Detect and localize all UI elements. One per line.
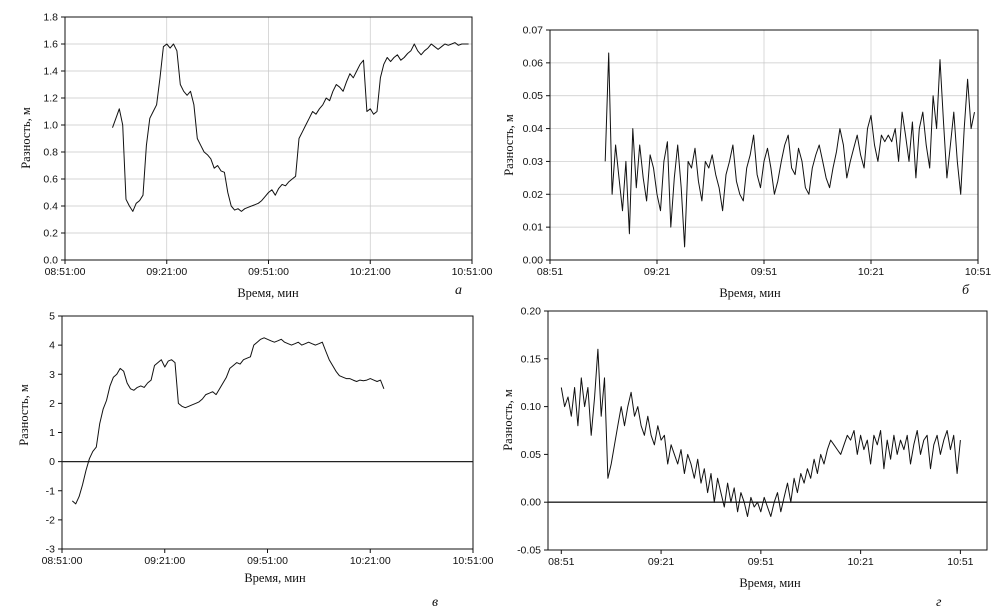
x-axis-label: Время, мин [719, 286, 781, 300]
x-tick-label: 10:51:00 [453, 555, 494, 567]
x-tick-label: 10:51:00 [452, 266, 493, 278]
y-tick-label: -2 [46, 514, 55, 526]
x-tick-label: 08:51:00 [42, 555, 83, 567]
y-tick-label: 0.01 [523, 222, 544, 234]
y-tick-label: 0.05 [523, 90, 544, 102]
data-series-line [71, 337, 385, 505]
x-tick-label: 10:21:00 [350, 555, 391, 567]
x-axis-label: Время, мин [244, 571, 306, 585]
y-tick-label: 1.8 [43, 12, 58, 24]
x-tick-label: 10:51 [947, 556, 973, 568]
y-tick-label: 0.03 [523, 156, 544, 168]
y-tick-label: 0.0 [43, 255, 58, 267]
y-tick-label: 0.10 [521, 401, 542, 413]
chart-panel-d: -0.05 0.00 0.05 0.10 0.15 0.20 08:51 09:21 09:51… [501, 306, 988, 590]
x-tick-label: 09:51 [748, 556, 774, 568]
x-tick-label: 10:51 [965, 266, 991, 278]
x-tick-label: 09:21:00 [146, 266, 187, 278]
y-tick-label: 5 [49, 311, 55, 323]
y-tick-label: 0.04 [523, 123, 544, 135]
chart-panel-a: 0.0 0.2 0.4 0.6 0.8 1.0 1.2 1.4 1.6 1.8 08:51:00 09… [19, 12, 493, 301]
y-tick-label: 1.2 [43, 93, 58, 105]
x-tick-label: 09:21 [648, 556, 674, 568]
y-tick-label: 0.07 [523, 25, 544, 37]
y-axis-label: Разность, м [502, 114, 516, 176]
y-tick-label: 0.00 [521, 497, 542, 509]
x-axis-label: Время, мин [739, 576, 801, 590]
y-tick-label: 1.0 [43, 120, 58, 132]
x-tick-label: 08:51:00 [45, 266, 86, 278]
y-tick-label: 0 [49, 456, 55, 468]
y-axis-label: Разность, м [17, 384, 31, 446]
chart-panel-c: -3 -2 -1 0 1 2 3 4 5 08:51:00 09:21:00 09:51:00 10:2… [17, 311, 494, 586]
x-tick-label: 09:51:00 [247, 555, 288, 567]
x-tick-label: 09:51 [751, 266, 777, 278]
panel-letter-b: б [962, 283, 970, 298]
y-tick-label: -1 [46, 485, 55, 497]
y-tick-label: -3 [46, 544, 55, 556]
y-tick-label: 0.02 [523, 189, 544, 201]
x-tick-label: 09:51:00 [248, 266, 289, 278]
panel-letter-c: в [432, 595, 438, 610]
panel-letter-a: а [455, 283, 462, 298]
x-tick-label: 09:21:00 [144, 555, 185, 567]
y-tick-label: 1 [49, 427, 55, 439]
plot-frame [547, 310, 988, 551]
y-tick-label: 0.06 [523, 57, 544, 69]
data-series-line [604, 52, 975, 248]
y-tick-label: 2 [49, 398, 55, 410]
y-axis-label: Разность, м [19, 107, 33, 169]
data-series-line [112, 42, 469, 212]
panel-letter-d: г [936, 595, 942, 610]
x-tick-label: 08:51 [537, 266, 563, 278]
y-tick-label: 1.6 [43, 39, 58, 51]
y-tick-label: 0.15 [521, 353, 542, 365]
y-tick-label: 0.05 [521, 449, 542, 461]
x-tick-label: 08:51 [548, 556, 574, 568]
y-tick-label: 0.00 [523, 255, 544, 267]
y-tick-label: -0.05 [517, 545, 541, 557]
y-tick-label: 0.6 [43, 174, 58, 186]
y-axis-label: Разность, м [501, 389, 515, 451]
y-tick-label: 0.8 [43, 147, 58, 159]
x-axis-label: Время, мин [237, 286, 299, 300]
y-tick-label: 4 [49, 340, 55, 352]
y-tick-label: 0.2 [43, 228, 58, 240]
x-tick-label: 09:21 [644, 266, 670, 278]
x-tick-label: 10:21:00 [350, 266, 391, 278]
x-tick-label: 10:21 [847, 556, 873, 568]
y-tick-label: 0.4 [43, 201, 58, 213]
x-tick-label: 10:21 [858, 266, 884, 278]
y-tick-label: 3 [49, 369, 55, 381]
y-tick-label: 1.4 [43, 66, 58, 78]
y-tick-label: 0.20 [521, 306, 542, 318]
chart-panel-b: 0.00 0.01 0.02 0.03 0.04 0.05 0.06 0.07 08:51 09:… [502, 25, 991, 301]
data-series-line [560, 348, 961, 517]
